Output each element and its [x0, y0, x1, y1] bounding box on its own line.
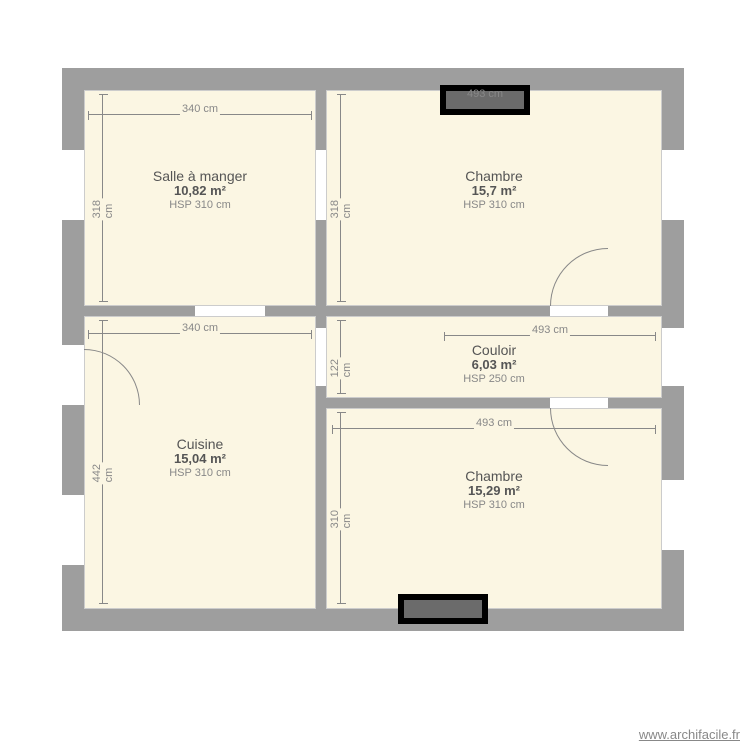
wall-opening	[316, 150, 326, 220]
outer-wall-bottom	[62, 609, 684, 631]
room-hsp: HSP 310 cm	[85, 199, 315, 212]
wall-opening	[195, 306, 265, 316]
wall-opening	[316, 328, 326, 386]
window-opening	[662, 150, 684, 220]
door-opening	[550, 306, 608, 316]
door-opening	[662, 328, 684, 386]
dimension-line: 340 cm	[88, 333, 312, 335]
dimension-line: 340 cm	[88, 114, 312, 116]
room-name: Cuisine	[85, 437, 315, 452]
dimension-label: 122 cm	[329, 357, 353, 379]
room-cuisine: Cuisine 15,04 m² HSP 310 cm	[84, 316, 316, 609]
dimension-line: 310 cm	[340, 412, 342, 604]
dimension-label: 493 cm	[465, 88, 505, 100]
dimension-line: 318 cm	[102, 94, 104, 302]
room-hsp: HSP 310 cm	[85, 467, 315, 480]
room-chambre-1: Chambre 15,7 m² HSP 310 cm	[326, 90, 662, 306]
dimension-label: 493 cm	[474, 417, 514, 429]
dimension-line: 442 cm	[102, 320, 104, 604]
room-hsp: HSP 310 cm	[327, 199, 661, 212]
room-area: 15,29 m²	[327, 484, 661, 498]
room-area: 15,7 m²	[327, 184, 661, 198]
room-name: Couloir	[327, 343, 661, 358]
inner-wall	[326, 398, 662, 408]
room-salle-a-manger: Salle à manger 10,82 m² HSP 310 cm	[84, 90, 316, 306]
window-opening	[62, 495, 84, 565]
dimension-line: 122 cm	[340, 320, 342, 394]
window-opening	[62, 150, 84, 220]
fireplace-inner	[404, 600, 482, 618]
dimension-label: 493 cm	[530, 324, 570, 336]
room-hsp: HSP 250 cm	[327, 373, 661, 386]
room-name: Chambre	[327, 469, 661, 484]
room-name: Salle à manger	[85, 169, 315, 184]
room-area: 15,04 m²	[85, 452, 315, 466]
dimension-line: 318 cm	[340, 94, 342, 302]
dimension-line: 493 cm	[332, 428, 656, 430]
room-area: 6,03 m²	[327, 358, 661, 372]
dimension-label: 310 cm	[329, 508, 353, 530]
floor-plan-canvas: Salle à manger 10,82 m² HSP 310 cm Chamb…	[0, 0, 750, 750]
dimension-label: 340 cm	[180, 322, 220, 334]
dimension-label: 442 cm	[91, 462, 115, 484]
fireplace-icon	[398, 594, 488, 624]
room-area: 10,82 m²	[85, 184, 315, 198]
window-opening	[662, 480, 684, 550]
dimension-label: 318 cm	[91, 198, 115, 220]
room-hsp: HSP 310 cm	[327, 499, 661, 512]
dimension-line: 493 cm	[444, 335, 656, 337]
room-chambre-2: Chambre 15,29 m² HSP 310 cm	[326, 408, 662, 609]
room-couloir: Couloir 6,03 m² HSP 250 cm	[326, 316, 662, 398]
dimension-label: 340 cm	[180, 103, 220, 115]
watermark-link[interactable]: www.archifacile.fr	[639, 727, 740, 742]
dimension-label: 318 cm	[329, 198, 353, 220]
door-opening	[62, 345, 84, 405]
room-name: Chambre	[327, 169, 661, 184]
outer-wall-top	[62, 68, 684, 90]
door-opening	[550, 398, 608, 408]
